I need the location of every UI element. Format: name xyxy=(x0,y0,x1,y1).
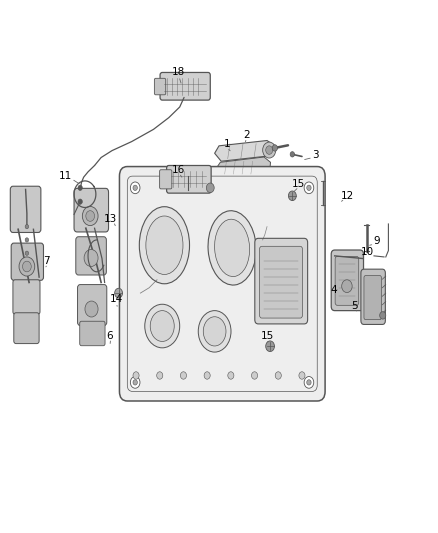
Text: 3: 3 xyxy=(312,150,318,160)
Circle shape xyxy=(228,372,234,379)
Circle shape xyxy=(275,372,281,379)
Text: 6: 6 xyxy=(106,330,113,341)
Circle shape xyxy=(115,288,123,298)
Circle shape xyxy=(85,301,98,317)
Circle shape xyxy=(304,182,314,193)
FancyBboxPatch shape xyxy=(120,166,325,401)
Circle shape xyxy=(307,185,311,190)
Text: 7: 7 xyxy=(43,256,50,266)
FancyBboxPatch shape xyxy=(11,243,43,280)
Ellipse shape xyxy=(208,211,256,285)
FancyBboxPatch shape xyxy=(74,188,109,232)
Ellipse shape xyxy=(198,311,231,352)
Circle shape xyxy=(133,185,138,190)
Circle shape xyxy=(82,206,98,225)
Text: 18: 18 xyxy=(172,68,185,77)
Ellipse shape xyxy=(215,219,250,277)
Circle shape xyxy=(307,379,311,385)
Text: 1: 1 xyxy=(223,139,230,149)
Circle shape xyxy=(206,183,214,192)
Text: 16: 16 xyxy=(172,165,185,175)
FancyBboxPatch shape xyxy=(11,186,41,232)
Text: 15: 15 xyxy=(292,179,306,189)
FancyBboxPatch shape xyxy=(160,72,210,100)
Circle shape xyxy=(133,372,139,379)
Circle shape xyxy=(78,199,82,204)
Circle shape xyxy=(25,224,28,229)
Circle shape xyxy=(157,372,163,379)
Text: 15: 15 xyxy=(261,330,274,341)
FancyBboxPatch shape xyxy=(14,313,39,344)
Text: 4: 4 xyxy=(330,286,337,295)
Text: 5: 5 xyxy=(351,301,358,311)
FancyBboxPatch shape xyxy=(260,246,302,318)
Text: 14: 14 xyxy=(110,294,123,304)
Circle shape xyxy=(131,376,140,388)
FancyBboxPatch shape xyxy=(154,78,166,95)
Circle shape xyxy=(25,251,28,255)
Ellipse shape xyxy=(139,207,190,284)
FancyBboxPatch shape xyxy=(364,276,381,320)
Circle shape xyxy=(272,145,278,151)
Circle shape xyxy=(22,261,31,272)
FancyBboxPatch shape xyxy=(78,285,107,326)
Circle shape xyxy=(84,249,98,266)
Circle shape xyxy=(342,280,352,293)
Circle shape xyxy=(204,372,210,379)
Circle shape xyxy=(288,191,296,200)
Circle shape xyxy=(131,182,140,193)
FancyBboxPatch shape xyxy=(13,280,40,314)
Polygon shape xyxy=(215,141,275,161)
FancyBboxPatch shape xyxy=(76,237,106,275)
Circle shape xyxy=(25,238,28,242)
Text: 12: 12 xyxy=(341,191,354,201)
Circle shape xyxy=(266,341,275,352)
Circle shape xyxy=(290,152,294,157)
Circle shape xyxy=(299,372,305,379)
Polygon shape xyxy=(216,157,271,177)
Circle shape xyxy=(251,372,258,379)
Ellipse shape xyxy=(146,216,183,274)
FancyBboxPatch shape xyxy=(361,269,385,325)
Circle shape xyxy=(86,211,95,221)
Circle shape xyxy=(304,376,314,388)
Circle shape xyxy=(78,185,82,190)
FancyBboxPatch shape xyxy=(335,256,359,305)
FancyBboxPatch shape xyxy=(331,250,364,311)
Circle shape xyxy=(180,372,187,379)
Ellipse shape xyxy=(203,317,226,346)
FancyBboxPatch shape xyxy=(80,321,105,346)
FancyBboxPatch shape xyxy=(255,238,307,324)
Text: 10: 10 xyxy=(361,247,374,256)
FancyBboxPatch shape xyxy=(166,165,211,193)
Text: 13: 13 xyxy=(104,214,117,224)
Circle shape xyxy=(133,379,138,385)
FancyBboxPatch shape xyxy=(159,169,172,189)
Text: 2: 2 xyxy=(244,130,250,140)
Circle shape xyxy=(266,146,273,155)
Ellipse shape xyxy=(150,311,174,342)
Circle shape xyxy=(263,142,276,158)
Text: 11: 11 xyxy=(59,171,72,181)
Circle shape xyxy=(380,312,386,319)
Circle shape xyxy=(19,257,35,276)
Ellipse shape xyxy=(145,304,180,348)
Text: 9: 9 xyxy=(374,236,380,246)
